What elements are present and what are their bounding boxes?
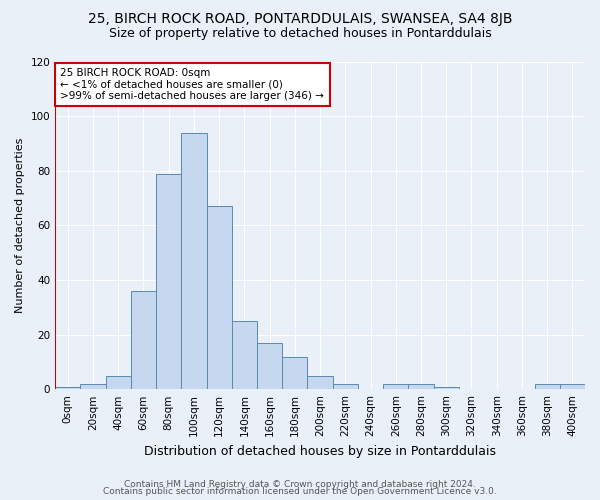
Text: Contains public sector information licensed under the Open Government Licence v3: Contains public sector information licen… [103,488,497,496]
Bar [106,376,131,390]
Bar [257,343,282,390]
Bar [131,291,156,390]
Bar [206,206,232,390]
Bar [80,384,106,390]
Bar [332,384,358,390]
Text: Contains HM Land Registry data © Crown copyright and database right 2024.: Contains HM Land Registry data © Crown c… [124,480,476,489]
Bar [55,386,80,390]
Bar [156,174,181,390]
Y-axis label: Number of detached properties: Number of detached properties [15,138,25,313]
Bar [307,376,332,390]
Bar [535,384,560,390]
Text: 25, BIRCH ROCK ROAD, PONTARDDULAIS, SWANSEA, SA4 8JB: 25, BIRCH ROCK ROAD, PONTARDDULAIS, SWAN… [88,12,512,26]
Bar [383,384,409,390]
Text: Size of property relative to detached houses in Pontarddulais: Size of property relative to detached ho… [109,28,491,40]
Bar [282,356,307,390]
Bar [560,384,585,390]
Bar [181,132,206,390]
Bar [232,321,257,390]
Bar [434,386,459,390]
X-axis label: Distribution of detached houses by size in Pontarddulais: Distribution of detached houses by size … [144,444,496,458]
Text: 25 BIRCH ROCK ROAD: 0sqm
← <1% of detached houses are smaller (0)
>99% of semi-d: 25 BIRCH ROCK ROAD: 0sqm ← <1% of detach… [61,68,325,102]
Bar [409,384,434,390]
